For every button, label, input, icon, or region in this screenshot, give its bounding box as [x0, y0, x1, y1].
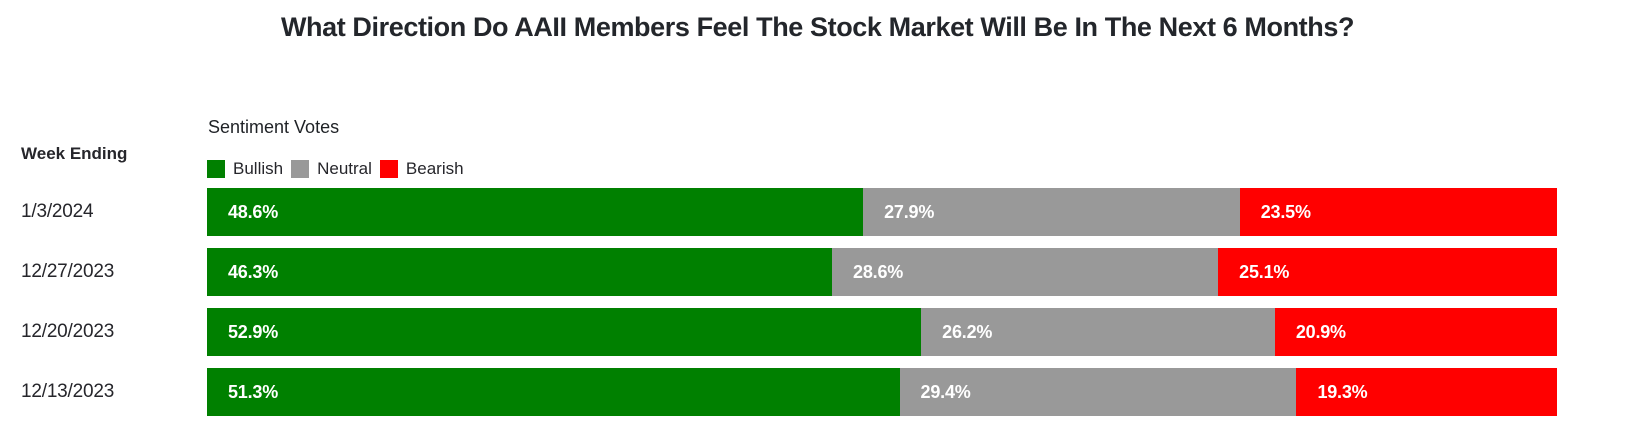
- legend-item-label: Bearish: [405, 159, 464, 178]
- bar-segment-bullish: 51.3%: [207, 368, 900, 416]
- bar-value-label: 46.3%: [228, 261, 279, 282]
- bar-row: 48.6% 27.9% 23.5%: [207, 188, 1557, 236]
- bar-segment-neutral: 27.9%: [863, 188, 1240, 236]
- legend-item-bullish[interactable]: Bullish: [207, 159, 283, 179]
- bar-value-label: 26.2%: [942, 321, 993, 342]
- bar-segment-bearish: 20.9%: [1274, 308, 1557, 356]
- bar-chart-plot-area: 48.6% 27.9% 23.5% 46.3% 28.6% 25.1% 52.9…: [207, 188, 1557, 428]
- bar-segment-neutral: 26.2%: [921, 308, 1275, 356]
- category-label: 1/3/2024: [21, 201, 94, 222]
- bar-value-label: 25.1%: [1239, 261, 1290, 282]
- bar-value-label: 52.9%: [228, 321, 279, 342]
- bar-segment-bullish: 46.3%: [207, 248, 833, 296]
- row-axis-label: Week Ending: [21, 144, 128, 163]
- bearish-swatch-icon: [379, 160, 398, 178]
- bar-row: 52.9% 26.2% 20.9%: [207, 308, 1557, 356]
- bar-segment-neutral: 29.4%: [899, 368, 1297, 416]
- bar-value-label: 28.6%: [853, 261, 904, 282]
- bar-value-label: 27.9%: [884, 201, 935, 222]
- legend: Bullish Neutral Bearish: [207, 159, 472, 179]
- bar-segment-neutral: 28.6%: [832, 248, 1219, 296]
- bar-value-label: 48.6%: [228, 201, 279, 222]
- bar-segment-bullish: 52.9%: [207, 308, 922, 356]
- bar-segment-bearish: 19.3%: [1296, 368, 1557, 416]
- chart-title: What Direction Do AAII Members Feel The …: [280, 12, 1355, 42]
- category-label: 12/13/2023: [21, 381, 115, 402]
- bar-row: 51.3% 29.4% 19.3%: [207, 368, 1557, 416]
- bar-segment-bullish: 48.6%: [207, 188, 864, 236]
- legend-title: Sentiment Votes: [208, 117, 340, 137]
- legend-item-label: Neutral: [317, 159, 372, 178]
- category-label: 12/27/2023: [21, 261, 115, 282]
- bar-value-label: 20.9%: [1295, 321, 1346, 342]
- legend-item-label: Bullish: [233, 159, 284, 178]
- legend-item-neutral[interactable]: Neutral: [291, 159, 372, 179]
- bar-value-label: 51.3%: [228, 381, 279, 402]
- bar-value-label: 29.4%: [920, 381, 971, 402]
- bar-segment-bearish: 25.1%: [1218, 248, 1557, 296]
- category-label: 12/20/2023: [21, 321, 115, 342]
- bar-value-label: 19.3%: [1317, 381, 1368, 402]
- bar-value-label: 23.5%: [1260, 201, 1311, 222]
- bar-segment-bearish: 23.5%: [1239, 188, 1557, 236]
- legend-item-bearish[interactable]: Bearish: [379, 159, 464, 179]
- bullish-swatch-icon: [207, 160, 225, 178]
- neutral-swatch-icon: [291, 160, 310, 178]
- bar-row: 46.3% 28.6% 25.1%: [207, 248, 1557, 296]
